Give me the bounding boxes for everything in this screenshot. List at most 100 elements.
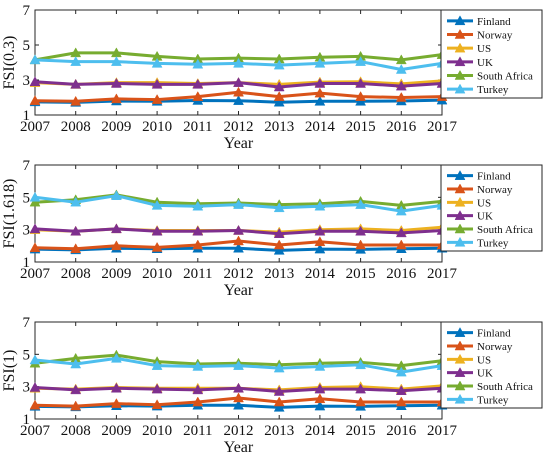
data-point-uk xyxy=(233,382,244,393)
data-point-turkey xyxy=(151,57,163,68)
data-point-south-africa xyxy=(29,196,41,207)
data-point-turkey xyxy=(314,360,326,371)
x-tick-label: 2014 xyxy=(305,266,336,282)
x-tick-label: 2012 xyxy=(224,119,254,135)
data-point-norway xyxy=(29,95,41,105)
data-point-turkey xyxy=(395,366,407,377)
legend-label-norway: Norway xyxy=(477,341,513,353)
y-axis-label: FSI(1) xyxy=(1,350,18,392)
data-point-norway xyxy=(151,241,163,252)
y-tick-label: 7 xyxy=(23,3,31,19)
x-tick-label: 2017 xyxy=(427,266,458,282)
data-point-turkey xyxy=(110,352,122,363)
y-tick-label: 3 xyxy=(23,223,31,239)
data-point-norway xyxy=(29,242,41,253)
data-point-turkey xyxy=(110,56,122,66)
data-point-turkey xyxy=(29,54,41,65)
data-point-turkey xyxy=(110,190,122,200)
data-point-norway xyxy=(395,239,407,250)
data-point-turkey xyxy=(233,199,244,209)
x-tick-label: 2011 xyxy=(183,119,212,135)
legend-label-finland: Finland xyxy=(477,328,511,340)
data-point-turkey xyxy=(29,191,41,202)
data-point-turkey xyxy=(273,362,285,373)
legend-marker-south-africa xyxy=(454,380,466,391)
legend-label-turkey: Turkey xyxy=(477,84,509,96)
data-point-turkey xyxy=(355,56,367,66)
data-point-finland xyxy=(273,401,285,412)
data-point-turkey xyxy=(314,200,326,211)
x-tick-label: 2011 xyxy=(183,423,212,439)
y-axis-label: FSI(1.618) xyxy=(1,179,18,249)
y-tick-label: 1 xyxy=(23,412,31,428)
data-point-turkey xyxy=(355,359,367,370)
data-point-norway xyxy=(355,239,367,250)
legend-marker-us xyxy=(454,196,466,207)
data-point-finland xyxy=(314,400,326,411)
data-point-finland xyxy=(233,399,244,410)
y-tick-label: 5 xyxy=(23,190,31,206)
x-tick-label: 2017 xyxy=(427,119,458,135)
data-point-norway xyxy=(110,398,122,408)
data-point-norway xyxy=(70,95,82,106)
x-tick-label: 2013 xyxy=(264,266,294,282)
x-tick-label: 2015 xyxy=(346,266,376,282)
legend-marker-us xyxy=(454,353,466,364)
legend-marker-turkey xyxy=(454,236,466,247)
x-tick-label: 2008 xyxy=(61,423,91,439)
legend-label-norway: Norway xyxy=(477,30,513,42)
data-point-norway xyxy=(151,399,163,410)
chart-panel-3: 2007 2008 2009 2010 2011 2012 2013 2014 2015 2016… xyxy=(1,315,543,456)
x-tick-label: 2016 xyxy=(386,423,417,439)
data-point-turkey xyxy=(314,57,326,68)
chart-panel-2: 2007 2008 2009 2010 2011 2012 2013 2014 2015 2016… xyxy=(1,158,543,299)
x-tick-label: 2017 xyxy=(427,423,458,439)
data-point-norway xyxy=(355,396,367,407)
legend-marker-norway xyxy=(454,183,466,194)
data-point-uk xyxy=(110,223,122,234)
data-point-uk xyxy=(273,228,285,238)
data-point-norway xyxy=(395,91,407,102)
data-point-uk xyxy=(395,385,407,395)
data-point-uk xyxy=(273,81,285,92)
data-point-norway xyxy=(395,396,407,407)
legend-label-uk: UK xyxy=(477,368,493,380)
legend-label-uk: UK xyxy=(477,211,493,223)
data-point-uk xyxy=(395,80,407,91)
x-tick-label: 2010 xyxy=(142,423,172,439)
x-axis-label: Year xyxy=(224,439,254,456)
data-point-uk xyxy=(355,77,367,88)
data-point-turkey xyxy=(29,354,41,365)
data-point-turkey xyxy=(70,56,82,66)
x-tick-label: 2015 xyxy=(346,119,376,135)
data-point-norway xyxy=(70,243,82,253)
data-point-turkey xyxy=(70,358,82,369)
data-point-norway xyxy=(70,400,82,411)
x-tick-label: 2007 xyxy=(20,266,51,282)
data-point-uk xyxy=(314,77,326,88)
y-tick-label: 3 xyxy=(23,73,31,89)
legend-label-turkey: Turkey xyxy=(477,237,509,249)
data-point-finland xyxy=(233,242,244,253)
data-point-uk xyxy=(70,225,82,236)
data-point-turkey xyxy=(395,63,407,74)
x-tick-label: 2012 xyxy=(224,266,254,282)
data-point-uk xyxy=(233,224,244,235)
data-point-turkey xyxy=(151,360,163,370)
legend-label-turkey: Turkey xyxy=(477,394,509,406)
x-tick-label: 2011 xyxy=(183,266,212,282)
legend-label-us: US xyxy=(477,197,491,209)
legend-label-finland: Finland xyxy=(477,171,511,183)
data-point-norway xyxy=(273,239,285,250)
legend-marker-finland xyxy=(454,170,466,180)
y-tick-label: 5 xyxy=(23,347,31,363)
legend-marker-south-africa xyxy=(454,69,466,80)
data-point-uk xyxy=(273,386,285,396)
legend-label-south-africa: South Africa xyxy=(477,71,533,83)
legend-marker-uk xyxy=(454,56,466,67)
legend-label-south-africa: South Africa xyxy=(477,381,533,393)
data-point-uk xyxy=(29,223,41,234)
y-tick-label: 3 xyxy=(23,380,31,396)
data-point-turkey xyxy=(233,57,244,68)
